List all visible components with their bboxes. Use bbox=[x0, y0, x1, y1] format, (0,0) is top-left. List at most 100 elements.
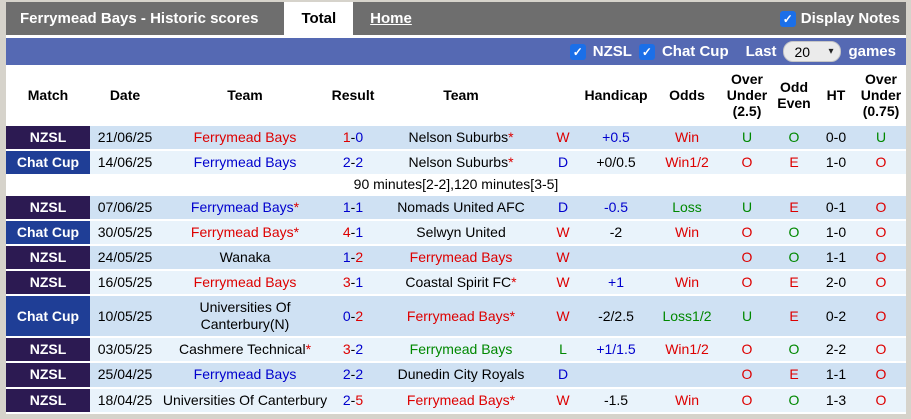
team-name: Coastal Spirit FC bbox=[405, 274, 512, 291]
title-bar: Ferrymead Bays - Historic scores Total H… bbox=[6, 2, 906, 35]
home-team: Ferrymead Bays bbox=[160, 363, 330, 387]
score-dash: - bbox=[350, 391, 356, 408]
ht-score: 1-0 bbox=[816, 221, 856, 245]
score-dash: - bbox=[350, 274, 356, 291]
over-under-2-5: O bbox=[722, 388, 772, 412]
match-date: 14/06/25 bbox=[90, 150, 160, 174]
score-home: 0 bbox=[342, 307, 351, 324]
result-letter: D bbox=[546, 195, 580, 220]
team-name: Nelson Suburbs bbox=[408, 153, 509, 170]
team-name: Ferrymead Bays bbox=[190, 198, 294, 215]
over-under-0-75: O bbox=[856, 195, 906, 220]
team-name: Ferrymead Bays bbox=[406, 391, 510, 408]
note-text: 90 minutes[2-2],120 minutes[3-5] bbox=[6, 175, 906, 194]
over-under-2-5: O bbox=[722, 363, 772, 387]
games-count-select[interactable]: 20 bbox=[783, 41, 842, 62]
page-frame: Ferrymead Bays - Historic scores Total H… bbox=[6, 2, 906, 414]
games-label: games bbox=[848, 43, 896, 60]
handicap: +0/0.5 bbox=[580, 150, 652, 174]
score-home: 3 bbox=[342, 274, 351, 291]
handicap: +1/1.5 bbox=[580, 338, 652, 362]
team-name: Ferrymead Bays bbox=[193, 366, 297, 383]
handicap: -1.5 bbox=[580, 388, 652, 412]
header-row: Match Date Team Result Team Handicap Odd… bbox=[6, 67, 906, 124]
handicap bbox=[580, 246, 652, 270]
league-badge: NZSL bbox=[6, 125, 90, 149]
team-name: Ferrymead Bays bbox=[193, 153, 297, 170]
team-asterisk: * bbox=[511, 274, 517, 291]
score: 1-2 bbox=[330, 246, 376, 270]
result-letter: W bbox=[546, 388, 580, 412]
tab-home[interactable]: Home bbox=[370, 10, 412, 27]
handicap: -0.5 bbox=[580, 195, 652, 220]
odd-even: E bbox=[772, 195, 816, 220]
odd-even: O bbox=[772, 388, 816, 412]
games-count-select-wrap: 20 bbox=[783, 41, 842, 62]
team-asterisk: * bbox=[509, 307, 516, 324]
over-under-0-75: U bbox=[856, 125, 906, 149]
team-asterisk: * bbox=[508, 153, 514, 170]
home-team: Ferrymead Bays bbox=[160, 271, 330, 295]
team-name: Universities Of Canterbury bbox=[162, 391, 328, 408]
handicap: +1 bbox=[580, 271, 652, 295]
team-asterisk: * bbox=[293, 224, 300, 241]
score-away: 2 bbox=[355, 366, 364, 383]
away-team: Ferrymead Bays* bbox=[376, 296, 546, 337]
team-asterisk: * bbox=[293, 198, 300, 215]
team-name: Nomads United AFC bbox=[397, 198, 525, 215]
league-badge: Chat Cup bbox=[6, 221, 90, 245]
league-badge: NZSL bbox=[6, 388, 90, 412]
col-away-team: Team bbox=[443, 87, 479, 104]
team-name: Cashmere Technical bbox=[178, 341, 306, 358]
col-odd-even: Odd Even bbox=[777, 79, 811, 112]
over-under-2-5: U bbox=[722, 195, 772, 220]
nzsl-label: NZSL bbox=[592, 43, 632, 60]
league-badge: NZSL bbox=[6, 195, 90, 220]
home-team: Wanaka bbox=[160, 246, 330, 270]
home-team: Ferrymead Bays* bbox=[160, 221, 330, 245]
away-team: Nelson Suburbs* bbox=[376, 150, 546, 174]
score-away: 2 bbox=[355, 341, 364, 358]
ht-score: 1-3 bbox=[816, 388, 856, 412]
team-name: Universities Of Canterbury(N) bbox=[199, 299, 291, 333]
match-row: NZSL 07/06/25 Ferrymead Bays* 1-1 Nomads Uni… bbox=[6, 195, 906, 220]
score-away: 2 bbox=[355, 249, 364, 266]
col-odds: Odds bbox=[669, 87, 705, 104]
match-date: 21/06/25 bbox=[90, 125, 160, 149]
note-row: 90 minutes[2-2],120 minutes[3-5] bbox=[6, 175, 906, 194]
odd-even: O bbox=[772, 246, 816, 270]
match-date: 24/05/25 bbox=[90, 246, 160, 270]
team-name: Wanaka bbox=[219, 249, 271, 266]
nzsl-checkbox[interactable] bbox=[569, 43, 586, 60]
odds: Win bbox=[652, 221, 722, 245]
team-name: Ferrymead Bays bbox=[193, 128, 297, 145]
result-letter: L bbox=[546, 338, 580, 362]
col-wdl bbox=[546, 67, 580, 124]
odds: Win1/2 bbox=[652, 338, 722, 362]
score-home: 1 bbox=[342, 128, 351, 145]
odd-even: O bbox=[772, 221, 816, 245]
score-dash: - bbox=[350, 224, 356, 241]
odds: Win bbox=[652, 388, 722, 412]
score: 2-5 bbox=[330, 388, 376, 412]
chat-cup-checkbox[interactable] bbox=[638, 43, 655, 60]
score-away: 0 bbox=[355, 128, 364, 145]
col-ht: HT bbox=[826, 87, 846, 104]
col-result: Result bbox=[331, 87, 375, 104]
display-notes-checkbox[interactable] bbox=[779, 10, 796, 27]
page-title: Ferrymead Bays - Historic scores bbox=[20, 10, 259, 27]
over-under-2-5: O bbox=[722, 271, 772, 295]
odd-even: O bbox=[772, 338, 816, 362]
score: 1-1 bbox=[330, 195, 376, 220]
league-badge: Chat Cup bbox=[6, 296, 90, 337]
score-away: 1 bbox=[355, 274, 364, 291]
away-team: Selwyn United bbox=[376, 221, 546, 245]
tab-total[interactable]: Total bbox=[284, 2, 354, 35]
team-name: Ferrymead Bays bbox=[409, 249, 513, 266]
over-under-2-5: O bbox=[722, 338, 772, 362]
match-row: Chat Cup 10/05/25 Universities Of Canterbu… bbox=[6, 296, 906, 337]
score: 2-2 bbox=[330, 363, 376, 387]
match-row: NZSL 21/06/25 Ferrymead Bays 1-0 Nelson Subu… bbox=[6, 125, 906, 149]
match-row: NZSL 18/04/25 Universities Of Canterbury 2-… bbox=[6, 388, 906, 412]
col-over-under-0-75: Over Under (0.75) bbox=[860, 71, 902, 120]
